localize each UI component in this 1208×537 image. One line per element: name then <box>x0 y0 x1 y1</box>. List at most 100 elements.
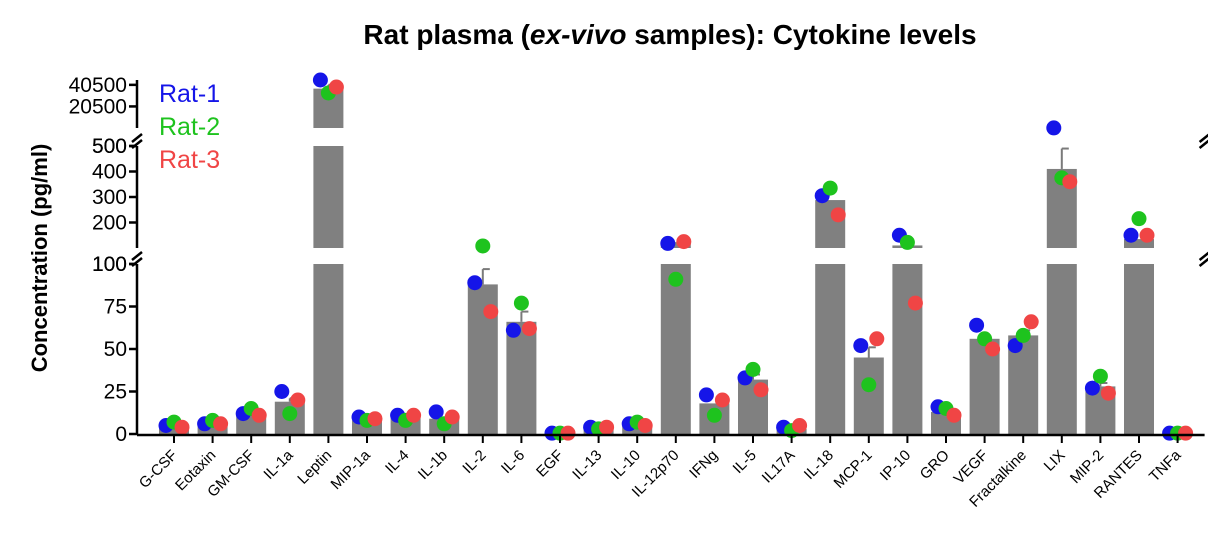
point-rat-2-il-12p70 <box>668 271 684 287</box>
point-rat-1-ifng <box>698 387 714 403</box>
point-rat-1-il-2 <box>467 275 483 291</box>
x-tick-label-egf: EGF <box>533 447 567 481</box>
bar-rantes-seg2 <box>1124 239 1154 248</box>
y-tick-label: 50 <box>104 338 127 361</box>
y-tick-label: 300 <box>92 186 127 209</box>
point-rat-1-il-6 <box>505 322 521 338</box>
point-rat-3-tnfa <box>1178 425 1194 441</box>
y-axis-label: Concentration (pg/ml) <box>27 144 52 373</box>
y-tick-label: 500 <box>92 135 127 158</box>
y-tick-label: 100 <box>92 253 127 276</box>
point-rat-3-mip-1a <box>367 411 383 427</box>
bar-il-12p70-seg2 <box>660 242 691 248</box>
point-rat-3-lix <box>1062 174 1078 190</box>
point-rat-3-mip-2 <box>1100 385 1116 401</box>
point-rat-2-mip-2 <box>1092 368 1108 384</box>
chart-title: Rat plasma (ex-vivo samples): Cytokine l… <box>363 19 976 50</box>
point-rat-1-il-1a <box>274 384 290 399</box>
point-rat-2-il-2 <box>475 238 491 254</box>
x-tick-label-mcp-1: MCP-1 <box>831 447 876 492</box>
y-tick-label: 20500 <box>69 95 127 118</box>
point-rat-1-lix <box>1046 120 1062 136</box>
x-tick-label-il-1b: IL-1b <box>415 447 451 483</box>
point-rat-3-il-1b <box>444 409 460 425</box>
point-rat-2-il-5 <box>745 361 761 377</box>
x-tick-label-il-1a: IL-1a <box>260 446 297 483</box>
point-rat-3-fractalkine <box>1023 314 1039 330</box>
bar-lix-seg1 <box>1046 264 1077 434</box>
x-tick-label-il-5: IL-5 <box>730 447 760 477</box>
point-rat-1-vegf <box>969 317 985 333</box>
bar-mcp-1 <box>853 357 884 434</box>
plot-area: 02550751001002003004005005002050040500G-… <box>69 72 1208 511</box>
bar-leptin-seg1 <box>313 264 344 434</box>
point-rat-3-il-4 <box>406 407 422 423</box>
point-rat-3-il-6 <box>521 321 537 337</box>
point-rat-3-g-csf <box>174 419 190 435</box>
x-tick-label-lix: LIX <box>1041 447 1069 475</box>
point-rat-1-il-12p70 <box>660 235 676 251</box>
point-rat-3-egf <box>560 425 576 441</box>
x-tick-label-il-4: IL-4 <box>382 447 412 477</box>
y-tick-label: 400 <box>92 161 127 184</box>
point-rat-3-gm-csf <box>251 407 267 423</box>
point-rat-3-rantes <box>1139 227 1155 243</box>
point-rat-2-ifng <box>706 407 722 423</box>
point-rat-3-il-2 <box>483 304 499 320</box>
point-rat-3-vegf <box>985 341 1001 357</box>
bar-il-6 <box>506 321 537 434</box>
point-rat-3-il-13 <box>599 419 615 435</box>
x-tick-label-gro: GRO <box>917 447 953 483</box>
x-tick-label-tnfa: TNFa <box>1146 446 1185 485</box>
x-tick-label-ip-10: IP-10 <box>877 447 914 484</box>
point-rat-1-mcp-1 <box>853 338 869 354</box>
bar-ip-10-seg1 <box>892 264 923 434</box>
y-tick-label: 0 <box>115 423 127 446</box>
y-tick-label: 25 <box>104 381 127 404</box>
bar-il-18-seg1 <box>815 264 846 434</box>
y-tick-label: 100 <box>92 253 127 276</box>
point-rat-2-il-6 <box>513 295 529 311</box>
point-rat-3-il-5 <box>753 382 769 398</box>
legend-rat-1: Rat-1 <box>159 80 220 108</box>
point-rat-3-ifng <box>714 392 730 408</box>
point-rat-3-leptin <box>328 79 344 95</box>
point-rat-3-il-12p70 <box>676 234 692 250</box>
title-part-2: samples): Cytokine levels <box>626 19 976 50</box>
title-part-1: Rat plasma ( <box>363 19 530 50</box>
point-rat-3-eotaxin <box>213 416 229 432</box>
bar-rantes-seg1 <box>1124 264 1154 434</box>
point-rat-2-fractalkine <box>1015 327 1031 343</box>
bar-eotaxin <box>197 423 228 434</box>
bar-il-10 <box>622 425 653 434</box>
x-tick-label-mip-1a: MIP-1a <box>328 446 375 493</box>
legend-rat-3: Rat-3 <box>159 146 220 174</box>
legend-rat-2: Rat-2 <box>159 113 220 141</box>
point-rat-2-rantes <box>1131 211 1147 227</box>
point-rat-2-ip-10 <box>899 234 915 250</box>
point-rat-3-il17a <box>792 418 808 433</box>
point-rat-2-vegf <box>977 331 993 347</box>
axis-break-mark <box>1198 251 1208 267</box>
point-rat-1-leptin <box>312 72 328 88</box>
point-rat-3-il-18 <box>830 207 846 223</box>
point-rat-2-il-1a <box>282 406 298 422</box>
axis-break-mark <box>1198 133 1208 149</box>
y-tick-label: 75 <box>104 296 127 319</box>
x-tick-label-ifng: IFNg <box>686 447 721 482</box>
y-tick-label: 500 <box>92 135 127 158</box>
point-rat-2-il-18 <box>822 180 838 196</box>
point-rat-2-mcp-1 <box>861 377 877 393</box>
bar-il-18-seg2 <box>815 200 846 248</box>
point-rat-3-gro <box>946 407 962 423</box>
point-rat-3-il-10 <box>637 418 653 433</box>
point-rat-3-ip-10 <box>907 295 923 311</box>
point-rat-3-il-1a <box>290 392 306 408</box>
x-tick-label-il-6: IL-6 <box>498 447 528 477</box>
point-rat-1-mip-2 <box>1084 380 1100 396</box>
bar-leptin-seg2 <box>313 146 344 248</box>
x-tick-label-il-13: IL-13 <box>569 447 605 483</box>
point-rat-3-mcp-1 <box>869 331 885 347</box>
point-rat-1-fractalkine <box>1007 338 1023 354</box>
